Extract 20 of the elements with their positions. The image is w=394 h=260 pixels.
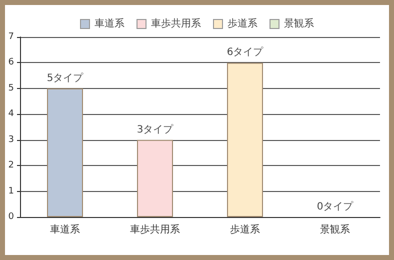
data-label: 0タイプ (316, 200, 354, 212)
legend-label: 車道系 (94, 18, 124, 30)
y-tick-label: 6 (8, 58, 14, 68)
legend-label: 車歩共用系 (151, 18, 201, 30)
y-tick-label: 3 (8, 134, 14, 145)
y-tick-label: 4 (8, 109, 14, 120)
data-label: 3タイプ (136, 123, 174, 136)
y-tick-label: 2 (8, 160, 14, 171)
y-tick-label: 0 (8, 212, 14, 222)
data-label: 6タイプ (226, 46, 264, 58)
y-tick-label: 7 (8, 32, 14, 42)
y-tick-label: 1 (8, 186, 14, 196)
data-label: 5タイプ (46, 72, 84, 84)
legend-label: 景観系 (284, 18, 314, 30)
legend-label: 歩道系 (228, 18, 258, 30)
x-tick-label: 車歩共用系 (130, 224, 180, 236)
x-tick-label: 景観系 (320, 224, 350, 236)
x-tick-label: 歩道系 (230, 224, 260, 236)
y-tick-label: 5 (8, 83, 14, 94)
x-tick-label: 車道系 (50, 224, 80, 236)
